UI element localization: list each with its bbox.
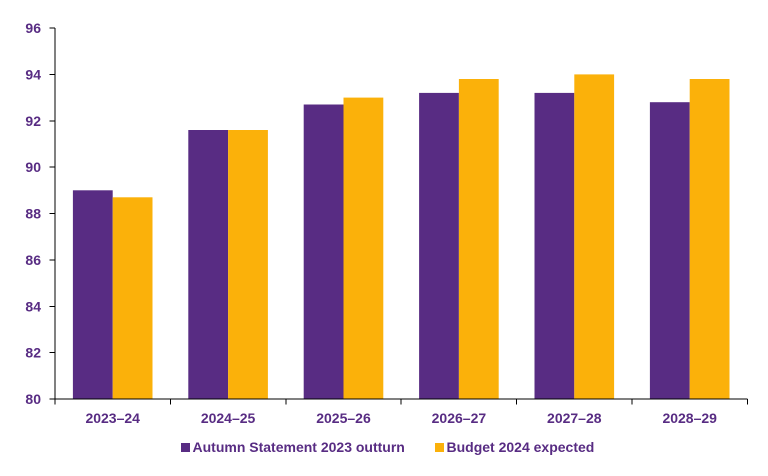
svg-text:2028–29: 2028–29 <box>662 410 717 426</box>
svg-text:94: 94 <box>25 66 41 82</box>
svg-text:82: 82 <box>25 345 41 361</box>
svg-text:2026–27: 2026–27 <box>432 410 487 426</box>
svg-text:90: 90 <box>25 159 41 175</box>
svg-text:80: 80 <box>25 391 41 407</box>
svg-text:86: 86 <box>25 252 41 268</box>
svg-text:92: 92 <box>25 113 41 129</box>
svg-text:Autumn Statement 2023 outturn: Autumn Statement 2023 outturn <box>193 439 405 455</box>
svg-text:84: 84 <box>25 298 41 314</box>
svg-text:2025–26: 2025–26 <box>316 410 371 426</box>
svg-text:88: 88 <box>25 206 41 222</box>
svg-text:Budget 2024 expected: Budget 2024 expected <box>447 439 595 455</box>
svg-text:2023–24: 2023–24 <box>85 410 140 426</box>
svg-text:2027–28: 2027–28 <box>547 410 602 426</box>
svg-text:96: 96 <box>25 20 41 36</box>
svg-text:2024–25: 2024–25 <box>201 410 256 426</box>
